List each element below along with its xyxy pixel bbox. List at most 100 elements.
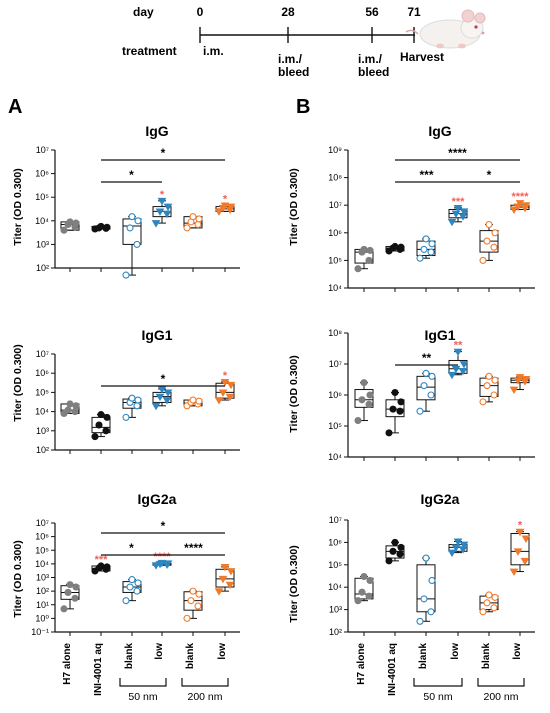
x-label-blank-200: blank: [481, 643, 492, 670]
panel-letter-b: B: [296, 96, 310, 118]
data-point: [483, 382, 491, 390]
data-point: [95, 421, 103, 429]
data-point: [453, 538, 463, 546]
data-point: [491, 376, 499, 384]
data-point: [189, 587, 197, 595]
treatment-label: treatment: [122, 44, 177, 58]
day-56: 56: [365, 5, 379, 19]
significance-star: *: [223, 370, 228, 382]
data-point: [491, 593, 499, 601]
data-point: [151, 402, 161, 411]
y-tick-label: 10⁷: [36, 518, 49, 528]
data-point: [218, 575, 228, 584]
y-tick-label: 10²: [36, 263, 49, 273]
data-point: [122, 413, 130, 421]
data-point: [72, 402, 80, 410]
data-point: [485, 220, 493, 229]
data-point: [427, 248, 435, 256]
data-point: [509, 206, 519, 214]
y-label-a-igg2a: Titer (OD 0.300): [12, 540, 24, 617]
y-tick-label: 10⁶: [328, 390, 342, 400]
data-point: [422, 554, 430, 562]
data-point: [157, 197, 167, 206]
mouse-illustration: [405, 9, 486, 49]
x-label-low-200: low: [217, 643, 228, 660]
data-point: [157, 559, 167, 568]
chart-title-b-igg1: IgG1: [424, 327, 455, 343]
data-point: [428, 240, 436, 248]
plot-b-igg1: 10⁴ 10⁵ 10⁶ 10⁷ 10⁸ ** **: [328, 328, 535, 462]
data-point: [490, 243, 498, 251]
y-tick-label: 10⁴: [328, 283, 342, 293]
data-point: [420, 595, 428, 603]
event-im-28: i.m./: [278, 52, 303, 66]
day-label: day: [133, 5, 154, 19]
data-point: [360, 379, 368, 387]
y-label-b-igg: Titer (OD 0.300): [288, 168, 300, 245]
data-point: [515, 374, 525, 382]
y-tick-label: 10⁻¹: [31, 627, 49, 637]
data-point: [133, 587, 141, 595]
x-label-blank-50: blank: [124, 643, 135, 670]
data-point: [447, 218, 457, 227]
data-point: [225, 393, 235, 402]
x-label-h7-alone: H7 alone: [356, 643, 367, 685]
data-point: [366, 576, 374, 585]
data-point: [134, 579, 142, 587]
significance-star: *: [518, 520, 523, 532]
data-point: [458, 367, 468, 376]
data-point: [459, 541, 469, 550]
data-point: [451, 210, 461, 218]
y-tick-label: 10⁶: [328, 537, 342, 547]
chart-title-b-igg2a: IgG2a: [421, 491, 460, 507]
y-tick-label: 10³: [36, 573, 49, 583]
data-point: [483, 599, 491, 607]
group-label-50nm-a: 50 nm: [128, 691, 157, 703]
data-point: [162, 210, 172, 219]
y-tick-label: 10³: [329, 605, 342, 615]
significance-star: ***: [452, 196, 466, 208]
panel-letter-a: A: [8, 96, 22, 118]
plot-a-igg1: 10² 10³ 10⁴ 10⁵ 10⁶ 10⁷ * *: [35, 349, 240, 455]
y-tick-label: 10⁰: [35, 613, 49, 623]
comparison-label: ****: [448, 146, 467, 160]
data-point: [66, 218, 74, 226]
comparison-label: *: [161, 519, 166, 533]
data-point: [451, 544, 461, 552]
data-point: [451, 365, 461, 374]
bracket-50nm-a: [119, 678, 167, 687]
data-point: [134, 396, 142, 404]
data-point: [226, 381, 236, 390]
data-point: [128, 576, 136, 584]
event-harvest: Harvest: [400, 50, 444, 64]
chart-title-a-igg: IgG: [145, 123, 168, 139]
data-point: [126, 583, 134, 591]
data-point: [416, 254, 424, 262]
data-point: [189, 396, 197, 404]
y-tick-label: 10³: [36, 239, 49, 249]
significance-star: *: [160, 189, 165, 201]
y-tick-label: 10²: [329, 627, 342, 637]
comparison-label: *: [129, 541, 134, 555]
data-point: [195, 590, 203, 598]
comparison-label: *: [487, 168, 492, 182]
data-point: [214, 588, 224, 596]
comparison-label: ***: [419, 168, 433, 182]
data-point: [195, 215, 203, 223]
significance-star: *: [223, 193, 228, 205]
data-point: [220, 202, 230, 210]
data-point: [122, 597, 130, 605]
y-tick-label: 10⁸: [328, 173, 342, 183]
y-tick-label: 10⁵: [328, 421, 342, 431]
data-point: [102, 427, 110, 435]
data-point: [427, 608, 435, 616]
data-point: [365, 400, 373, 408]
data-point: [521, 202, 531, 210]
y-tick-label: 10⁴: [35, 559, 49, 569]
chart-title-b-igg: IgG: [428, 123, 451, 139]
y-tick-label: 10²: [36, 586, 49, 596]
day-0: 0: [197, 5, 204, 19]
data-point: [479, 256, 487, 264]
